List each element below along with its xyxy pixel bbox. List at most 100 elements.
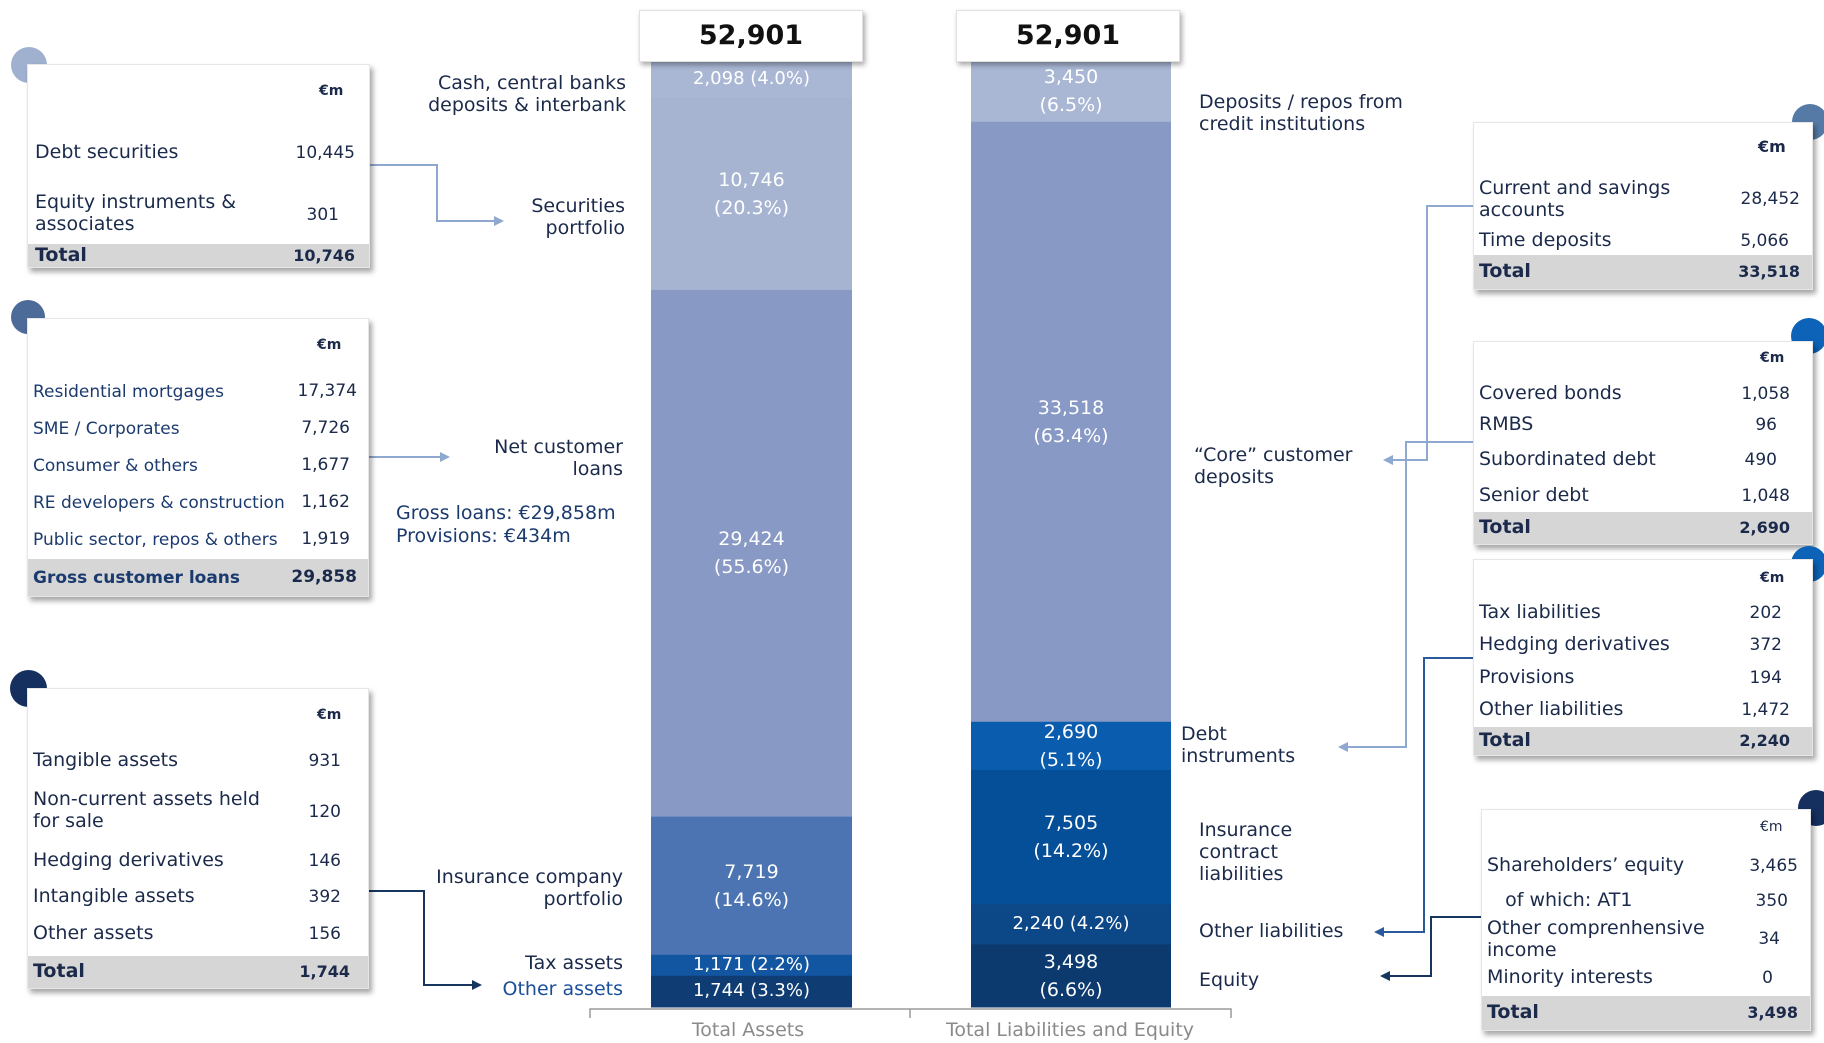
assets-segment: [651, 289, 852, 818]
label-securities: Securities portfolio: [531, 195, 625, 239]
equity-total-value: 3,498: [1747, 1003, 1798, 1022]
liabilities-segment: [971, 944, 1171, 1008]
equity-row-label: of which: AT1: [1487, 889, 1633, 911]
loans-total-label: Gross customer loans: [33, 568, 241, 588]
loans-row-label: SME / Corporates: [33, 419, 180, 439]
label-debt: Debt instruments: [1181, 723, 1296, 767]
deposits-total-row: Total 33,518: [1474, 255, 1812, 289]
assets-segment-label: 10,746 (20.3%): [713, 168, 790, 219]
deposits-row-label: Current and savings accounts: [1479, 177, 1671, 221]
label-cash: Cash, central banks deposits & interbank: [428, 72, 626, 116]
other-assets-row-label: Other assets: [33, 922, 154, 944]
other-assets-total-label: Total: [33, 960, 85, 982]
other-assets-table: €m Tangible assets 931 Non-current asset…: [27, 688, 369, 989]
assets-segment: [651, 60, 852, 99]
equity-total-label: Total: [1487, 1001, 1539, 1023]
label-equity: Equity: [1199, 969, 1260, 991]
other-assets-arrow: [368, 890, 482, 990]
other-liab-row-label: Provisions: [1479, 666, 1575, 688]
liabilities-segment-label: 33,518 (63.4%): [1033, 396, 1109, 447]
debt-row-label: Subordinated debt: [1479, 448, 1656, 470]
other-assets-total-value: 1,744: [299, 962, 350, 981]
securities-arrow: [370, 164, 504, 226]
equity-arrow: [1380, 916, 1481, 981]
loans-row-label: Residential mortgages: [33, 382, 224, 402]
equity-total-row: Total 3,498: [1482, 996, 1810, 1030]
other-liab-row-label: Other liabilities: [1479, 698, 1624, 720]
liabilities-segment-label: 7,505 (14.2%): [1033, 812, 1109, 863]
loans-total-value: 29,858: [291, 567, 357, 587]
label-insurance-liab: Insurance contract liabilities: [1199, 819, 1293, 885]
liabilities-segment: [971, 721, 1171, 771]
loans-row-value: 17,374: [297, 381, 357, 401]
other-assets-row-label: Non-current assets held for sale: [33, 788, 260, 832]
other-assets-row-value: 392: [308, 887, 341, 907]
other-assets-row-value: 156: [308, 924, 341, 944]
label-deposits-ci: Deposits / repos from credit institution…: [1199, 91, 1403, 135]
loans-row-label: RE developers & construction: [33, 493, 285, 513]
other-liab-row-value: 202: [1749, 603, 1782, 623]
equity-row-value: 0: [1762, 968, 1773, 988]
equity-row-label: Other comprenhensive income: [1487, 917, 1705, 961]
equity-row-value: 350: [1755, 891, 1788, 911]
other-assets-unit: €m: [317, 707, 342, 723]
other-liab-unit: €m: [1760, 570, 1785, 586]
other-assets-row-value: 120: [308, 802, 341, 822]
other-assets-row-value: 146: [308, 851, 341, 871]
assets-segment-label: 29,424 (55.6%): [713, 528, 790, 579]
label-loans: Net customer loans: [494, 436, 623, 480]
liabilities-segment: [971, 904, 1171, 945]
other-liab-row-value: 194: [1749, 668, 1782, 688]
securities-total-label: Total: [35, 244, 87, 266]
assets-segment: [651, 954, 852, 977]
debt-row-value: 96: [1755, 415, 1777, 435]
deposits-row-value: 5,066: [1740, 231, 1789, 251]
liabilities-segment: [971, 769, 1171, 905]
other-assets-row-label: Intangible assets: [33, 885, 195, 907]
deposits-unit: €m: [1758, 137, 1786, 156]
securities-row-value: 301: [306, 205, 339, 225]
assets-segment-label: 2,098 (4.0%): [692, 67, 811, 89]
loans-row-value: 1,919: [301, 529, 350, 549]
other-liab-row-label: Tax liabilities: [1479, 601, 1601, 623]
gross-loans-note: Gross loans: €29,858m: [396, 502, 616, 524]
debt-total-label: Total: [1479, 516, 1531, 538]
loans-table: €m Residential mortgages 17,374 SME / Co…: [27, 318, 369, 597]
debt-row-value: 1,058: [1741, 384, 1790, 404]
debt-row-label: Covered bonds: [1479, 382, 1622, 404]
loans-row-value: 1,162: [301, 492, 350, 512]
equity-row-label: Minority interests: [1487, 966, 1653, 988]
assets-segment: [651, 975, 852, 1008]
assets-segment: [651, 816, 852, 956]
loans-total-row: Gross customer loans 29,858: [28, 559, 368, 596]
assets-segment-label: 7,719 (14.6%): [713, 860, 790, 911]
label-core-deposits: “Core” customer deposits: [1194, 444, 1353, 488]
label-insurance: Insurance company portfolio: [436, 866, 623, 910]
x-tick-total-liabilities: Total Liabilities and Equity: [945, 1019, 1195, 1041]
assets-segment-label: 1,744 (3.3%): [692, 980, 811, 1002]
deposits-total-label: Total: [1479, 260, 1531, 282]
liabilities-segment-label: 2,690 (5.1%): [1039, 720, 1103, 771]
other-liab-row-label: Hedging derivatives: [1479, 633, 1670, 655]
other-assets-row-label: Hedging derivatives: [33, 849, 224, 871]
loans-row-value: 1,677: [301, 455, 350, 475]
debt-total-value: 2,690: [1739, 518, 1790, 537]
deposits-total-value: 33,518: [1738, 262, 1800, 281]
other-liab-total-label: Total: [1479, 729, 1531, 751]
equity-unit: €m: [1760, 819, 1783, 835]
other-assets-row-label: Tangible assets: [33, 749, 179, 771]
label-other-liab: Other liabilities: [1199, 920, 1344, 942]
other-liab-row-value: 1,472: [1741, 700, 1790, 720]
loans-row-label: Consumer & others: [33, 456, 198, 476]
liabilities-segment-label: 2,240 (4.2%): [1012, 913, 1130, 935]
loans-unit: €m: [317, 337, 342, 353]
securities-total-value: 10,746: [293, 246, 355, 265]
label-other-assets: Other assets: [502, 978, 623, 1000]
securities-row-label: Equity instruments & associates: [35, 191, 237, 235]
debt-table: €m Covered bonds 1,058 RMBS 96 Subordina…: [1473, 341, 1813, 545]
liabilities-segment-label: 3,498 (6.6%): [1039, 950, 1103, 1001]
x-tick-total-assets: Total Assets: [691, 1019, 805, 1041]
equity-row-value: 34: [1758, 929, 1780, 949]
